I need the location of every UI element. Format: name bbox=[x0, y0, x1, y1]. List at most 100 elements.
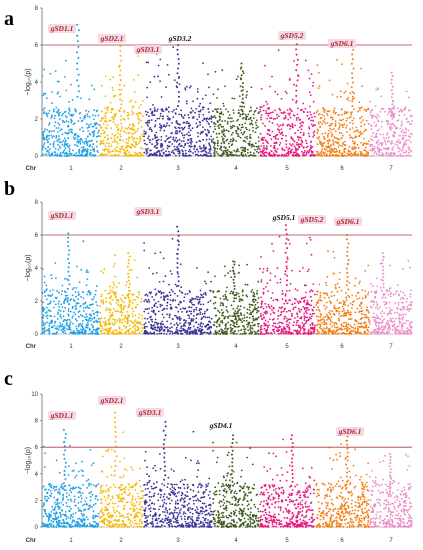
snp-point bbox=[143, 135, 146, 138]
snp-point bbox=[255, 127, 258, 130]
snp-point bbox=[295, 84, 298, 87]
snp-point bbox=[285, 139, 288, 142]
snp-point bbox=[137, 74, 140, 77]
snp-point bbox=[189, 291, 191, 293]
snp-point bbox=[305, 142, 308, 145]
snp-point bbox=[153, 298, 156, 301]
snp-point bbox=[253, 301, 255, 303]
snp-point bbox=[323, 292, 325, 295]
snp-point bbox=[204, 94, 207, 97]
snp-point bbox=[296, 113, 299, 116]
snp-point bbox=[43, 142, 46, 144]
snp-point bbox=[261, 318, 264, 321]
snp-point bbox=[172, 138, 175, 141]
snp-point bbox=[67, 240, 69, 243]
snp-point bbox=[251, 331, 254, 334]
snp-point bbox=[114, 123, 117, 126]
snp-point bbox=[208, 111, 210, 113]
snp-point bbox=[281, 322, 284, 325]
snp-point bbox=[373, 148, 375, 150]
snp-point bbox=[250, 119, 253, 122]
snp-point bbox=[286, 152, 289, 155]
snp-point bbox=[364, 296, 367, 299]
snp-point bbox=[158, 152, 161, 155]
snp-point bbox=[186, 310, 189, 313]
snp-point bbox=[213, 151, 216, 153]
snp-point bbox=[242, 82, 244, 85]
snp-point bbox=[291, 125, 294, 128]
snp-point bbox=[353, 300, 355, 303]
snp-point bbox=[327, 331, 330, 333]
snp-point bbox=[152, 324, 155, 327]
snp-point bbox=[164, 140, 167, 143]
snp-point bbox=[381, 107, 384, 110]
snp-point bbox=[239, 319, 242, 322]
snp-point bbox=[124, 297, 126, 300]
snp-point bbox=[64, 131, 66, 134]
snp-point bbox=[328, 130, 330, 132]
snp-point bbox=[68, 249, 71, 252]
snp-point bbox=[287, 148, 289, 151]
snp-point bbox=[286, 302, 289, 305]
snp-point bbox=[156, 136, 159, 139]
snp-point bbox=[224, 330, 226, 333]
snp-point bbox=[52, 142, 55, 145]
snp-point bbox=[308, 268, 310, 271]
snp-point bbox=[162, 152, 165, 154]
chromosome-label: 2 bbox=[119, 166, 123, 172]
snp-point bbox=[231, 315, 234, 318]
snp-point bbox=[260, 145, 263, 147]
snp-point bbox=[176, 130, 179, 132]
snp-point bbox=[363, 123, 366, 126]
snp-point bbox=[237, 310, 239, 313]
snp-point bbox=[118, 328, 121, 330]
snp-point bbox=[82, 150, 85, 153]
snp-point bbox=[144, 148, 147, 151]
snp-point bbox=[351, 72, 353, 75]
snp-point bbox=[240, 126, 243, 129]
snp-point bbox=[347, 318, 350, 321]
snp-point bbox=[158, 291, 161, 294]
snp-point bbox=[278, 129, 281, 132]
snp-point bbox=[254, 307, 257, 310]
snp-point bbox=[84, 333, 87, 335]
snp-point bbox=[159, 129, 162, 132]
snp-point bbox=[76, 23, 79, 26]
snp-point bbox=[102, 299, 105, 301]
snp-point bbox=[182, 127, 185, 130]
snp-point bbox=[234, 325, 237, 328]
snp-point bbox=[207, 152, 210, 155]
snp-point bbox=[303, 154, 306, 157]
snp-point bbox=[200, 294, 203, 297]
snp-point bbox=[262, 307, 265, 310]
snp-point bbox=[294, 329, 297, 332]
snp-point bbox=[309, 111, 312, 113]
snp-point bbox=[301, 108, 303, 111]
snp-point bbox=[48, 130, 51, 132]
snp-point bbox=[212, 138, 215, 140]
snp-point bbox=[121, 311, 124, 314]
snp-point bbox=[48, 331, 51, 334]
snp-point bbox=[156, 110, 158, 112]
snp-point bbox=[281, 332, 283, 335]
snp-point bbox=[325, 149, 328, 152]
snp-point bbox=[299, 333, 302, 335]
snp-point bbox=[268, 152, 270, 155]
snp-point bbox=[56, 154, 59, 157]
snp-point bbox=[272, 118, 275, 120]
snp-point bbox=[152, 332, 154, 335]
snp-point bbox=[178, 289, 181, 292]
snp-point bbox=[209, 102, 212, 105]
snp-point bbox=[239, 85, 242, 88]
snp-point bbox=[321, 133, 324, 135]
snp-point bbox=[380, 95, 383, 98]
snp-point bbox=[150, 128, 153, 131]
snp-point bbox=[168, 283, 171, 286]
snp-point bbox=[392, 107, 395, 109]
snp-point bbox=[155, 131, 158, 134]
snp-point bbox=[149, 332, 152, 335]
snp-point bbox=[241, 317, 244, 320]
snp-point bbox=[169, 141, 171, 143]
snp-point bbox=[160, 96, 163, 98]
snp-point bbox=[277, 128, 279, 131]
